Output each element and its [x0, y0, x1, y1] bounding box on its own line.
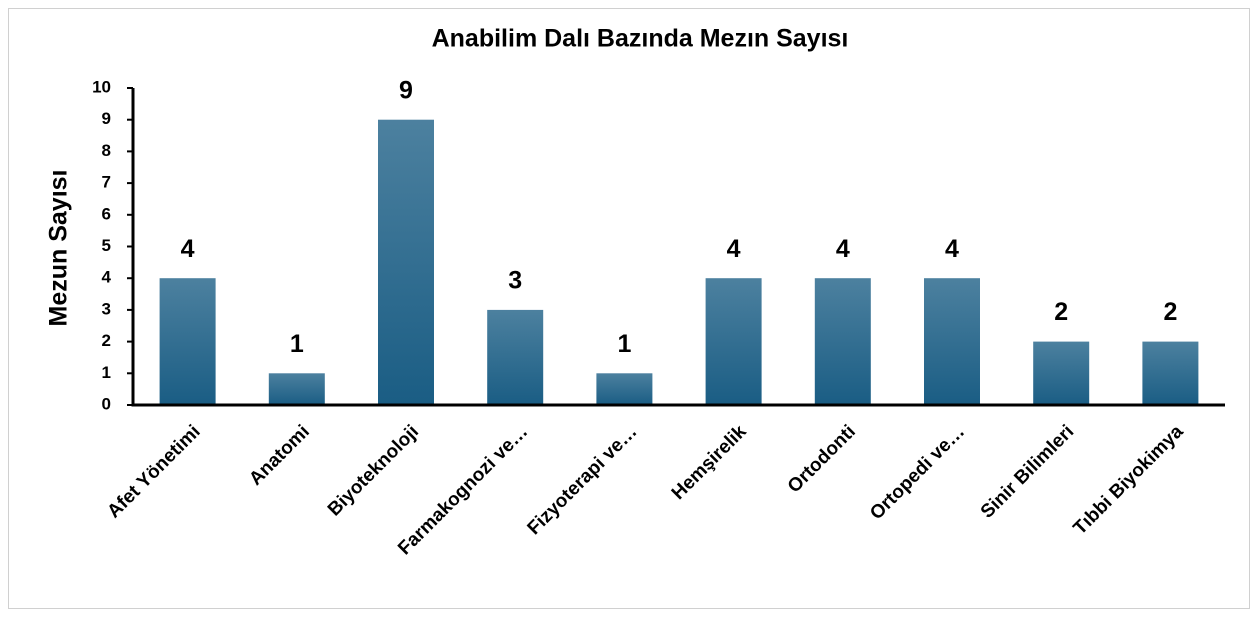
- data-label: 1: [290, 330, 304, 358]
- data-label: 1: [617, 330, 631, 358]
- data-label: 3: [508, 267, 522, 295]
- data-label: 4: [181, 235, 195, 263]
- y-tick-label: 10: [92, 77, 111, 96]
- y-tick-label: 2: [102, 331, 111, 350]
- y-tick-label: 9: [102, 109, 111, 128]
- data-label: 4: [727, 235, 741, 263]
- y-tick-label: 8: [102, 141, 111, 160]
- data-label: 4: [836, 235, 850, 263]
- y-tick-label: 4: [102, 268, 112, 287]
- bar: [268, 373, 325, 405]
- data-label: 2: [1054, 298, 1068, 326]
- bar: [596, 373, 653, 405]
- y-tick-label: 7: [102, 173, 111, 192]
- bar: [1033, 341, 1090, 405]
- bar: [814, 278, 871, 405]
- y-tick-label: 0: [102, 394, 111, 413]
- bar: [705, 278, 762, 405]
- bar: [159, 278, 216, 405]
- bar: [487, 309, 544, 405]
- y-tick-label: 1: [102, 363, 111, 382]
- bar: [378, 119, 434, 405]
- y-axis-label: Mezun Sayısı: [45, 170, 73, 327]
- chart-title: Anabilim Dalı Bazında Mezın Sayısı: [432, 25, 849, 53]
- data-label: 4: [945, 235, 959, 263]
- y-tick-label: 3: [102, 299, 111, 318]
- data-label: 2: [1163, 298, 1177, 326]
- bar: [924, 278, 980, 405]
- y-tick-label: 6: [102, 204, 111, 223]
- bar: [1142, 341, 1199, 405]
- data-label: 9: [399, 76, 413, 104]
- y-tick-label: 5: [102, 236, 111, 255]
